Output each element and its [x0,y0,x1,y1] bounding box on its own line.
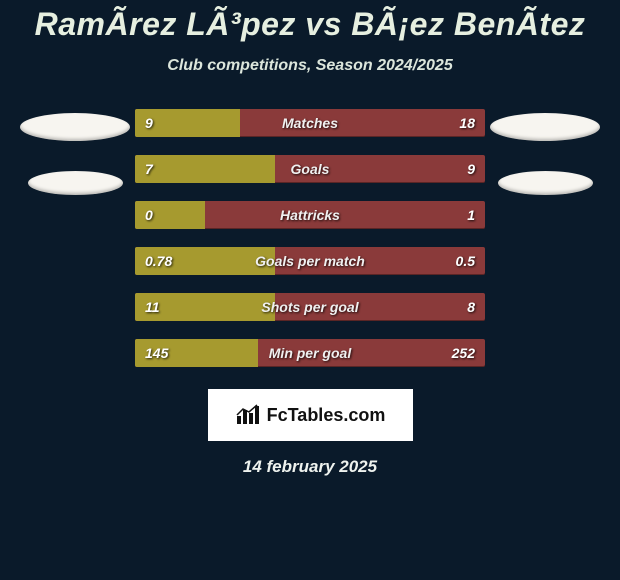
left-photo-column [15,109,135,367]
stat-right-value: 0.5 [456,247,475,275]
stat-label: Min per goal [135,339,485,367]
stat-label: Hattricks [135,201,485,229]
comparison-card: RamÃ­rez LÃ³pez vs BÃ¡ez BenÃ­tez Club c… [0,0,620,477]
stat-row-goals: 7 Goals 9 [135,155,485,183]
player1-photo-placeholder-2 [28,171,123,195]
stat-label: Matches [135,109,485,137]
stat-right-value: 8 [467,293,475,321]
stat-row-min-per-goal: 145 Min per goal 252 [135,339,485,367]
page-title: RamÃ­rez LÃ³pez vs BÃ¡ez BenÃ­tez [0,6,620,43]
player1-name: RamÃ­rez LÃ³pez [35,6,296,42]
right-photo-column [485,109,605,367]
stat-row-goals-per-match: 0.78 Goals per match 0.5 [135,247,485,275]
player2-photo-placeholder-2 [498,171,593,195]
vs-label: vs [305,6,342,42]
stat-row-matches: 9 Matches 18 [135,109,485,137]
bar-chart-icon [235,404,261,426]
source-logo: FcTables.com [208,389,413,441]
comparison-chart: 9 Matches 18 7 Goals 9 0 Hattricks 1 0.7… [0,109,620,367]
stat-row-shots-per-goal: 11 Shots per goal 8 [135,293,485,321]
stat-right-value: 18 [459,109,475,137]
player2-photo-placeholder-1 [490,113,600,141]
stat-label: Goals per match [135,247,485,275]
stat-right-value: 252 [452,339,475,367]
stat-label: Goals [135,155,485,183]
stat-bars: 9 Matches 18 7 Goals 9 0 Hattricks 1 0.7… [135,109,485,367]
player1-photo-placeholder-1 [20,113,130,141]
stat-row-hattricks: 0 Hattricks 1 [135,201,485,229]
stat-right-value: 9 [467,155,475,183]
stat-right-value: 1 [467,201,475,229]
source-logo-text: FcTables.com [267,405,386,426]
subtitle: Club competitions, Season 2024/2025 [0,57,620,75]
generated-date: 14 february 2025 [0,457,620,477]
stat-label: Shots per goal [135,293,485,321]
player2-name: BÃ¡ez BenÃ­tez [351,6,585,42]
